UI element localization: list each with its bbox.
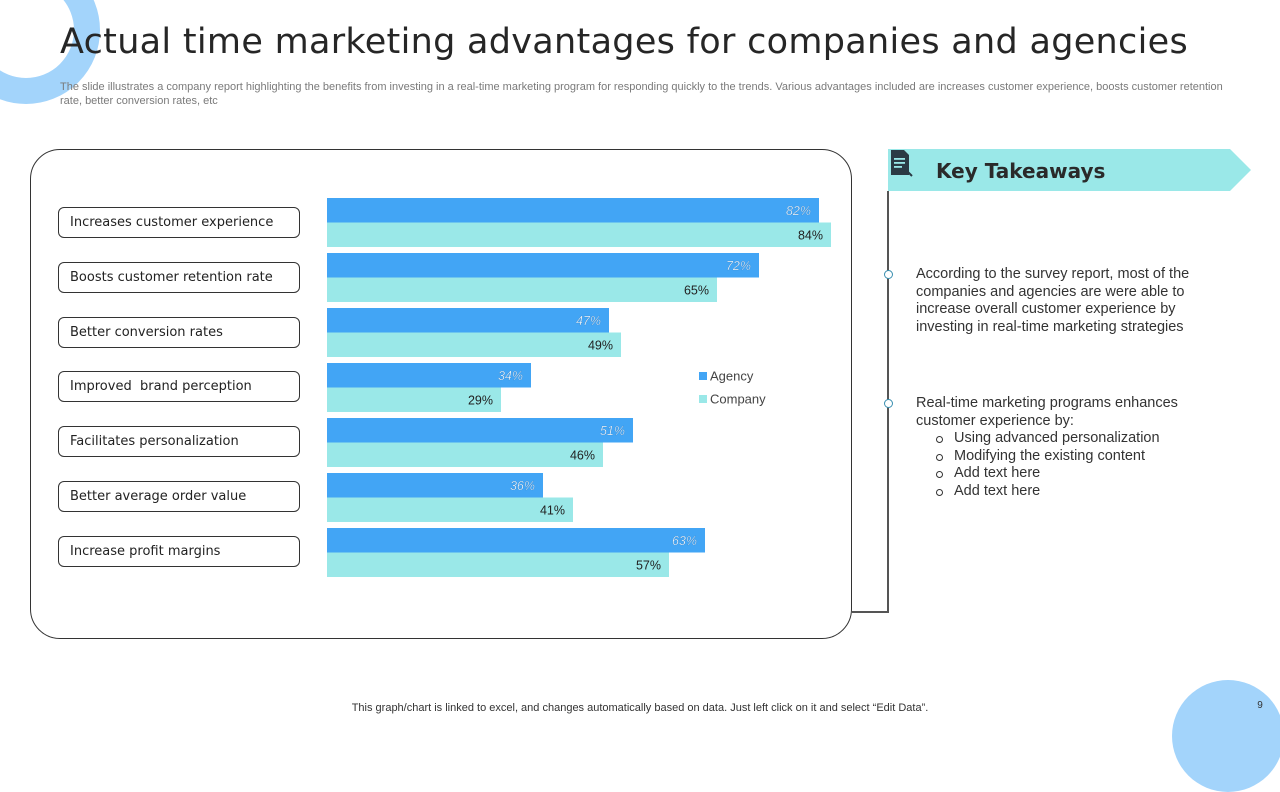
bar-agency-5[interactable]: [327, 418, 633, 443]
legend-swatch-company: [699, 395, 707, 403]
takeaway-point-1[interactable]: According to the survey report, most of …: [916, 266, 1190, 335]
takeaway-point-2[interactable]: Real-time marketing programs enhances cu…: [916, 395, 1216, 500]
bar-agency-2[interactable]: [327, 253, 759, 278]
list-item: Add text here: [936, 465, 1216, 483]
bar-agency-4[interactable]: [327, 363, 531, 388]
list-item: Add text here: [936, 483, 1216, 501]
list-item: Using advanced personalization: [936, 430, 1216, 448]
bar-company-7[interactable]: [327, 552, 669, 578]
bar-company-5[interactable]: [327, 442, 603, 468]
legend-swatch-agency: [699, 372, 707, 380]
category-label[interactable]: Boosts customer retention rate: [58, 262, 300, 293]
takeaway-point-2-intro: Real-time marketing programs enhances cu…: [916, 395, 1178, 429]
page-number: 9: [1257, 700, 1263, 711]
data-label-agency-2: 72%: [726, 259, 751, 273]
category-label[interactable]: Facilitates personalization: [58, 426, 300, 457]
data-label-agency-1: 82%: [786, 204, 811, 218]
takeaway-sublist: Using advanced personalization Modifying…: [916, 430, 1216, 500]
category-label[interactable]: Better conversion rates: [58, 317, 300, 348]
bar-agency-1[interactable]: [327, 198, 819, 223]
timeline-dot: [884, 270, 893, 279]
data-label-company-4: 29%: [468, 393, 493, 407]
slide-title[interactable]: Actual time marketing advantages for com…: [60, 22, 1188, 62]
category-label[interactable]: Better average order value: [58, 481, 300, 512]
data-label-agency-7: 63%: [672, 534, 697, 548]
bar-company-4[interactable]: [327, 387, 501, 413]
data-label-company-1: 84%: [798, 228, 823, 242]
data-label-company-6: 41%: [540, 503, 565, 517]
footer-note: This graph/chart is linked to excel, and…: [351, 702, 929, 714]
category-label[interactable]: Increases customer experience: [58, 207, 300, 238]
slide-subtitle[interactable]: The slide illustrates a company report h…: [60, 81, 1223, 107]
bar-company-6[interactable]: [327, 497, 573, 523]
takeaways-title[interactable]: Key Takeaways: [936, 159, 1106, 183]
data-label-agency-4: 34%: [498, 369, 523, 383]
legend-label-agency: Agency: [710, 369, 754, 384]
takeaway-banner-shape: [888, 149, 1251, 191]
data-label-company-3: 49%: [588, 338, 613, 352]
data-label-agency-5: 51%: [600, 424, 625, 438]
bar-chart[interactable]: 82% 84% 72% 65% 47% 49% 34% 29% 51% 46% 36% 41% 63% 5…: [0, 0, 1280, 720]
bar-agency-6[interactable]: [327, 473, 543, 498]
key-takeaways-header: Key Takeaways: [888, 149, 1251, 191]
data-label-company-5: 46%: [570, 448, 595, 462]
data-label-company-7: 57%: [636, 558, 661, 572]
list-item: Modifying the existing content: [936, 448, 1216, 466]
legend-label-company: Company: [710, 392, 766, 407]
data-label-agency-3: 47%: [576, 314, 601, 328]
document-icon: [891, 150, 913, 177]
category-label[interactable]: Improved brand perception: [58, 371, 300, 402]
bar-company-1[interactable]: [327, 222, 831, 248]
data-label-company-2: 65%: [684, 283, 709, 297]
bar-agency-7[interactable]: [327, 528, 705, 553]
bar-company-2[interactable]: [327, 277, 717, 303]
category-label[interactable]: Increase profit margins: [58, 536, 300, 567]
bar-agency-3[interactable]: [327, 308, 609, 333]
data-label-agency-6: 36%: [510, 479, 535, 493]
timeline-dot: [884, 399, 893, 408]
bar-company-3[interactable]: [327, 332, 621, 358]
timeline-connector: [852, 611, 889, 613]
